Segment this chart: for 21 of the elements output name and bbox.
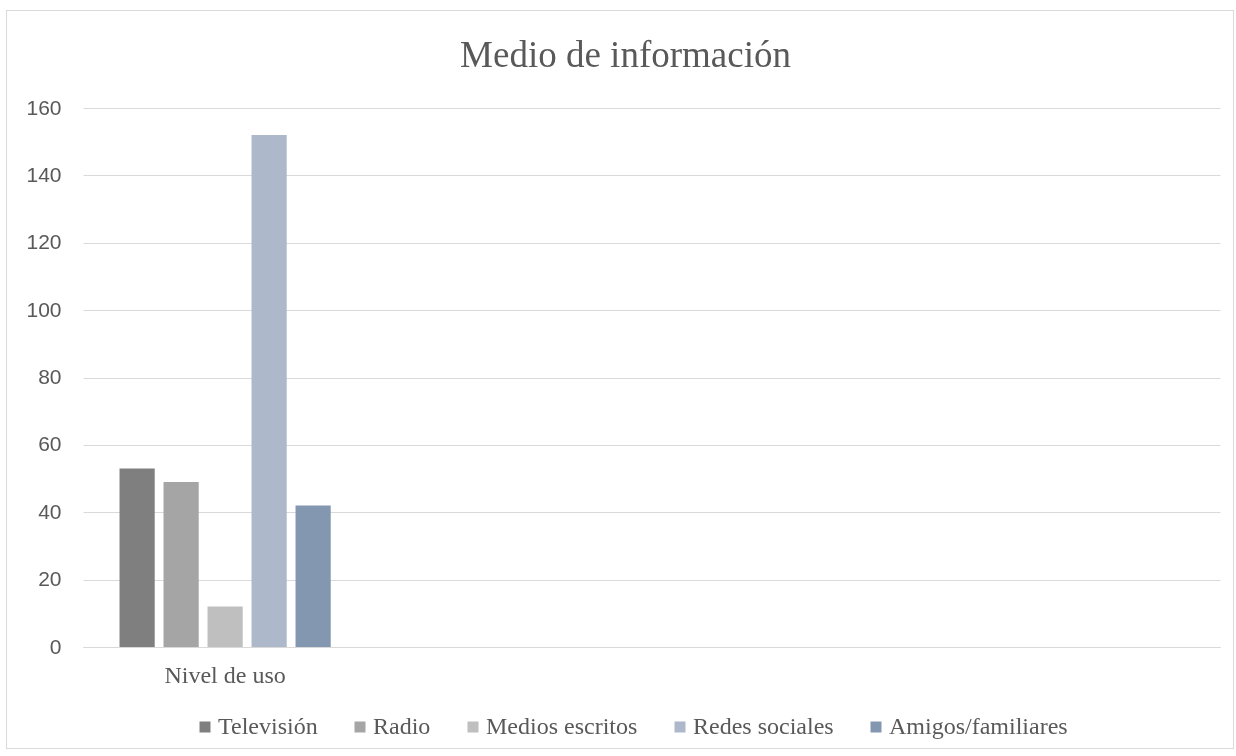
bar (163, 481, 199, 647)
legend-label: Medios escritos (486, 713, 638, 739)
y-tick-label: 40 (38, 499, 62, 523)
y-tick-label: 20 (38, 567, 62, 591)
legend-label: Redes sociales (693, 713, 834, 739)
bar (119, 468, 155, 647)
bar (251, 134, 287, 647)
x-tick-label: Nivel de uso (164, 661, 286, 688)
y-tick-label: 120 (26, 230, 62, 254)
bar (207, 606, 243, 647)
y-tick-label: 100 (26, 297, 62, 321)
y-tick-label: 0 (49, 634, 62, 658)
y-tick-label: 140 (26, 162, 62, 186)
y-tick-label: 160 (26, 95, 62, 119)
chart-title: Medio de información (460, 34, 791, 75)
bar (295, 505, 331, 647)
legend-label: Televisión (218, 713, 318, 739)
legend-label: Amigos/familiares (889, 713, 1068, 739)
y-tick-label: 60 (38, 432, 62, 456)
y-tick-label: 80 (38, 365, 62, 388)
legend-label: Radio (373, 713, 431, 739)
